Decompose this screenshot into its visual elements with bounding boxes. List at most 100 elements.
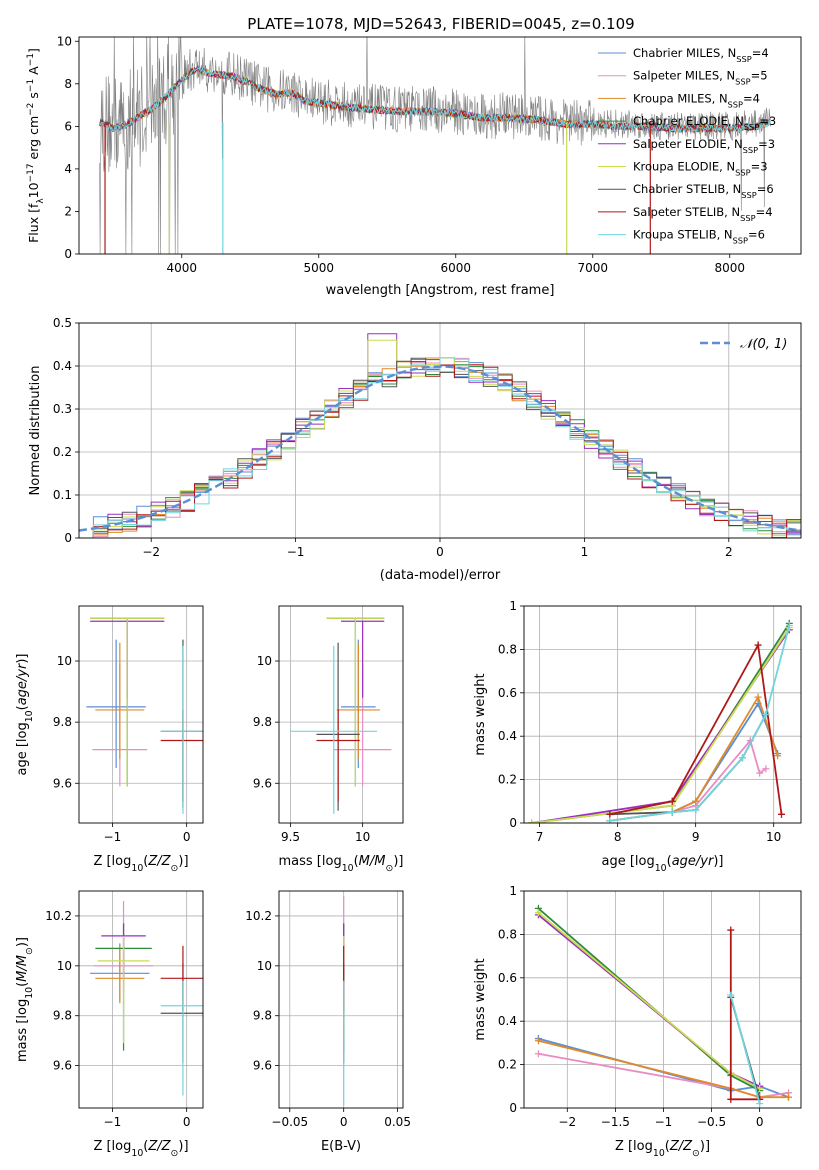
weight-series-salpeter-stelib [727,926,764,1103]
y-axis-label-part: 10 [26,182,41,198]
y-axis-label-part: )] [15,653,30,663]
x-axis-label-part: E(B-V) [321,1139,361,1154]
legend-label-part: Kroupa MILES, N [633,91,728,105]
weight-marker [774,752,782,760]
mass_vs_Z-ticks: −1 0 9.6 9.8 10 10.2 [45,909,190,1129]
y-tick-label: 8 [64,77,72,91]
mass_weight_vs_age-ticks: 7 8 9 10 0 0.2 0.4 0.6 0.8 1 [498,599,781,844]
weight-line [729,994,761,1104]
x-axis-label-part: Z [log [615,1139,653,1154]
x-tick-label: 7000 [577,261,608,275]
weight-line [537,912,761,1090]
x-tick-label: −0.05 [271,1115,308,1129]
legend-label-part: SSP [744,122,759,132]
errorbar-point-kroupa-miles [95,642,145,759]
axes-frame [78,36,802,255]
x-tick-label: −0.5 [697,1115,726,1129]
y-tick-label: 10 [257,654,272,668]
x-axis-label-part: )] [700,1139,710,1154]
y-tick-label: 0.3 [53,402,72,416]
y-axis-label: mass weight [473,958,488,1040]
y-axis-label-part: M/M [15,955,30,982]
y-axis-label-part: λ [36,198,46,204]
legend-label-part: Salpeter ELODIE, N [633,137,743,151]
errorbar-point-kroupa-miles [336,642,380,759]
errorbar-point-kroupa-miles [95,945,145,1004]
x-axis-label-part: 10 [131,1148,143,1159]
errorbar-point-kroupa-stelib [290,645,378,814]
weight-marker [738,754,746,762]
x-tick-label: 10 [355,830,370,844]
spectrum-plot: 4000 5000 6000 7000 8000 0 2 4 6 8 10 wavelength [A… [26,34,802,298]
weight-line [609,694,779,822]
x-axis-label-part: ⊙ [171,1148,179,1159]
weight-marker [528,819,536,823]
histogram-step-kroupa-stelib [79,357,801,538]
weight-marker [534,909,542,917]
x-axis-label-part: 10 [655,863,667,874]
residuals-ticks: −2 −1 0 1 2 0 0.1 0.2 0.3 0.4 0.5 [53,316,733,559]
y-tick-label: 0.4 [498,1014,517,1028]
weight-marker [692,806,700,814]
legend-label-part: SSP [733,236,748,246]
y-axis-label-part: ] [26,48,41,53]
y-tick-label: 10 [57,959,72,973]
age_vs_mass-marks [290,617,392,814]
x-axis-label-part: ⊙ [171,863,179,874]
x-axis-label: E(B-V) [321,1139,361,1154]
model-spectrum-chabrier-miles [99,65,771,134]
legend-label: Kroupa STELIB, NSSP=6 [633,228,765,246]
y-axis-label-part: −2 [26,103,36,116]
legend-label-part: SSP [728,99,743,109]
weight-series-salpeter-elodie [528,626,793,823]
x-tick-label: −2 [558,1115,576,1129]
observed-spectrum-line [99,37,772,254]
legend-label-part: =3 [759,114,776,128]
y-tick-label: 4 [64,162,72,176]
legend-label-part: Salpeter MILES, N [633,69,735,83]
x-axis-label-part: ( [665,1139,670,1154]
y-tick-label: 0 [64,531,72,545]
weight-line [538,1039,789,1099]
y-axis-label-part: s [26,92,41,103]
x-axis-label-part: ( [667,854,672,869]
x-axis-label-part: ⊙ [385,863,393,874]
x-axis-label-part: ⊙ [692,1148,700,1159]
x-axis-label-part: Z/Z [147,854,171,869]
x-axis-label-part: 10 [342,863,354,874]
x-axis-label-part: 10 [131,863,143,874]
errorbar-point-kroupa-stelib [160,980,203,1096]
y-tick-label: 0 [509,816,517,830]
y-axis-label: Flux [fλ10−17 erg cm−2 s−1 A−1] [26,48,46,243]
y-axis-label-part: −1 [26,53,36,66]
spectrum-marks [99,37,772,254]
x-axis-label-part: )] [178,1139,188,1154]
y-axis-label-part: Flux [f [26,203,41,243]
mass_weight_vs_Z-marks [534,904,792,1108]
figure-title: PLATE=1078, MJD=52643, FIBERID=0045, z=0… [247,15,634,33]
y-axis-label-part: ⊙ [24,947,35,955]
legend-label-part: Salpeter STELIB, N [633,205,740,219]
legend-label-part: =4 [743,91,760,105]
legend-label-part: SSP [740,213,755,223]
y-tick-label: 0.6 [498,686,517,700]
y-tick-label: 9.6 [53,776,72,790]
axes-frame [523,605,802,824]
y-tick-label: 10 [257,959,272,973]
y-axis-label-part: 10 [24,987,35,999]
x-axis-label-part: age/yr [672,854,715,869]
legend-label-part: =6 [748,228,765,242]
legend-label-part: =4 [756,205,773,219]
weight-marker [534,1050,542,1058]
y-tick-label: 9.6 [253,776,272,790]
errorbar-point-kroupa-elodie [97,935,150,1044]
x-tick-label: 0 [756,1115,764,1129]
x-axis-label: Z [log10(Z/Z⊙)] [93,854,188,874]
y-axis-label-part: 10 [24,710,35,722]
mass_weight_vs_Z-ticks: −2 −1.5 −1 −0.5 0 0 0.2 0.4 0.6 0.8 1 [498,884,764,1129]
legend-label: Salpeter STELIB, NSSP=4 [633,205,773,223]
weight-marker [727,991,735,999]
x-tick-label: 0 [183,1115,191,1129]
y-tick-label: 9.8 [53,1009,72,1023]
